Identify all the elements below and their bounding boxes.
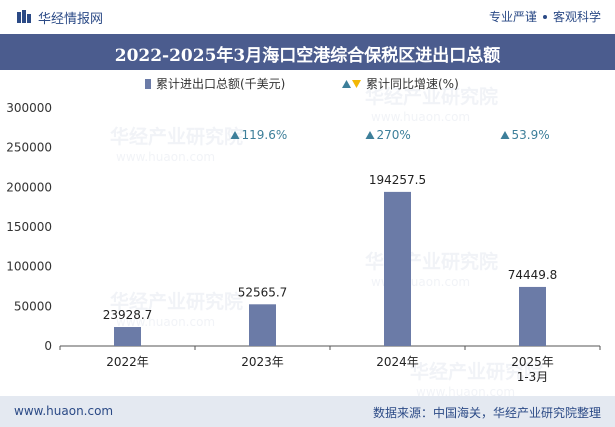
bullet-dot-icon — [542, 14, 547, 19]
bar-value-label: 52565.7 — [238, 285, 288, 299]
watermark-text: 华经产业研究院 — [365, 85, 498, 108]
y-tick-label: 50000 — [14, 299, 52, 313]
growth-arrow-icon — [365, 131, 375, 139]
growth-rate-label: 270% — [377, 128, 411, 142]
y-tick-label: 200000 — [6, 180, 52, 194]
y-tick-label: 150000 — [6, 220, 52, 234]
data-source: 数据来源：中国海关，华经产业研究院整理 — [372, 406, 601, 420]
watermark-url: www.huaon.com — [116, 150, 215, 164]
x-tick-label: 2022年 — [106, 355, 149, 369]
top-bar: 华经情报网 专业严谨 客观科学 — [0, 0, 615, 34]
tagline-right: 客观科学 — [552, 10, 601, 24]
footer-bar: www.huaon.com 数据来源：中国海关，华经产业研究院整理 — [0, 396, 615, 427]
watermark-url: www.huaon.com — [371, 110, 470, 124]
legend-bar-swatch — [145, 79, 151, 89]
chart-title: 2022-2025年3月海口空港综合保税区进出口总额 — [114, 46, 501, 66]
bar — [114, 327, 141, 346]
x-tick-label: 1-3月 — [517, 370, 549, 384]
brand-name: 华经情报网 — [38, 12, 104, 27]
x-tick-label: 2024年 — [376, 355, 419, 369]
bar — [384, 191, 411, 346]
watermark-text: 华经产业研究院 — [110, 290, 243, 313]
y-tick-label: 300000 — [6, 101, 52, 115]
huajing-logo-icon — [17, 10, 31, 23]
legend-label-growth: 累计同比增速(%) — [366, 77, 459, 91]
y-tick-label: 250000 — [6, 141, 52, 155]
title-bar: 2022-2025年3月海口空港综合保税区进出口总额 — [0, 34, 615, 70]
bar-chart: 华经产业研究院 www.huaon.com 华经产业研究院 www.huaon.com… — [6, 77, 601, 396]
legend-down-triangle-icon — [352, 80, 361, 88]
bar — [249, 304, 276, 346]
tagline: 专业严谨 客观科学 — [489, 8, 601, 25]
x-tick-label: 2025年 — [511, 355, 554, 369]
growth-arrow-icon — [500, 131, 510, 139]
y-tick-label: 100000 — [6, 260, 52, 274]
growth-rate-label: 53.9% — [512, 128, 550, 142]
tagline-left: 专业严谨 — [488, 10, 537, 24]
legend-up-triangle-icon — [342, 80, 351, 88]
growth-arrow-icon — [230, 131, 240, 139]
watermark-text: 华经产业研究院 — [410, 360, 543, 383]
y-tick-label: 0 — [44, 339, 52, 353]
footer-url[interactable]: www.huaon.com — [14, 404, 114, 418]
watermark-text: 华经产业研究院 — [110, 125, 243, 148]
bar-value-label: 23928.7 — [103, 308, 153, 322]
watermark-url: www.huaon.com — [416, 385, 515, 396]
legend-label-total: 累计进出口总额(千美元) — [156, 77, 285, 91]
bar — [519, 286, 546, 346]
bar-value-label: 74449.8 — [508, 268, 558, 282]
watermark-url: www.huaon.com — [116, 315, 215, 329]
growth-rate-label: 119.6% — [242, 128, 288, 142]
bar-value-label: 194257.5 — [369, 173, 426, 187]
x-tick-label: 2023年 — [241, 355, 284, 369]
